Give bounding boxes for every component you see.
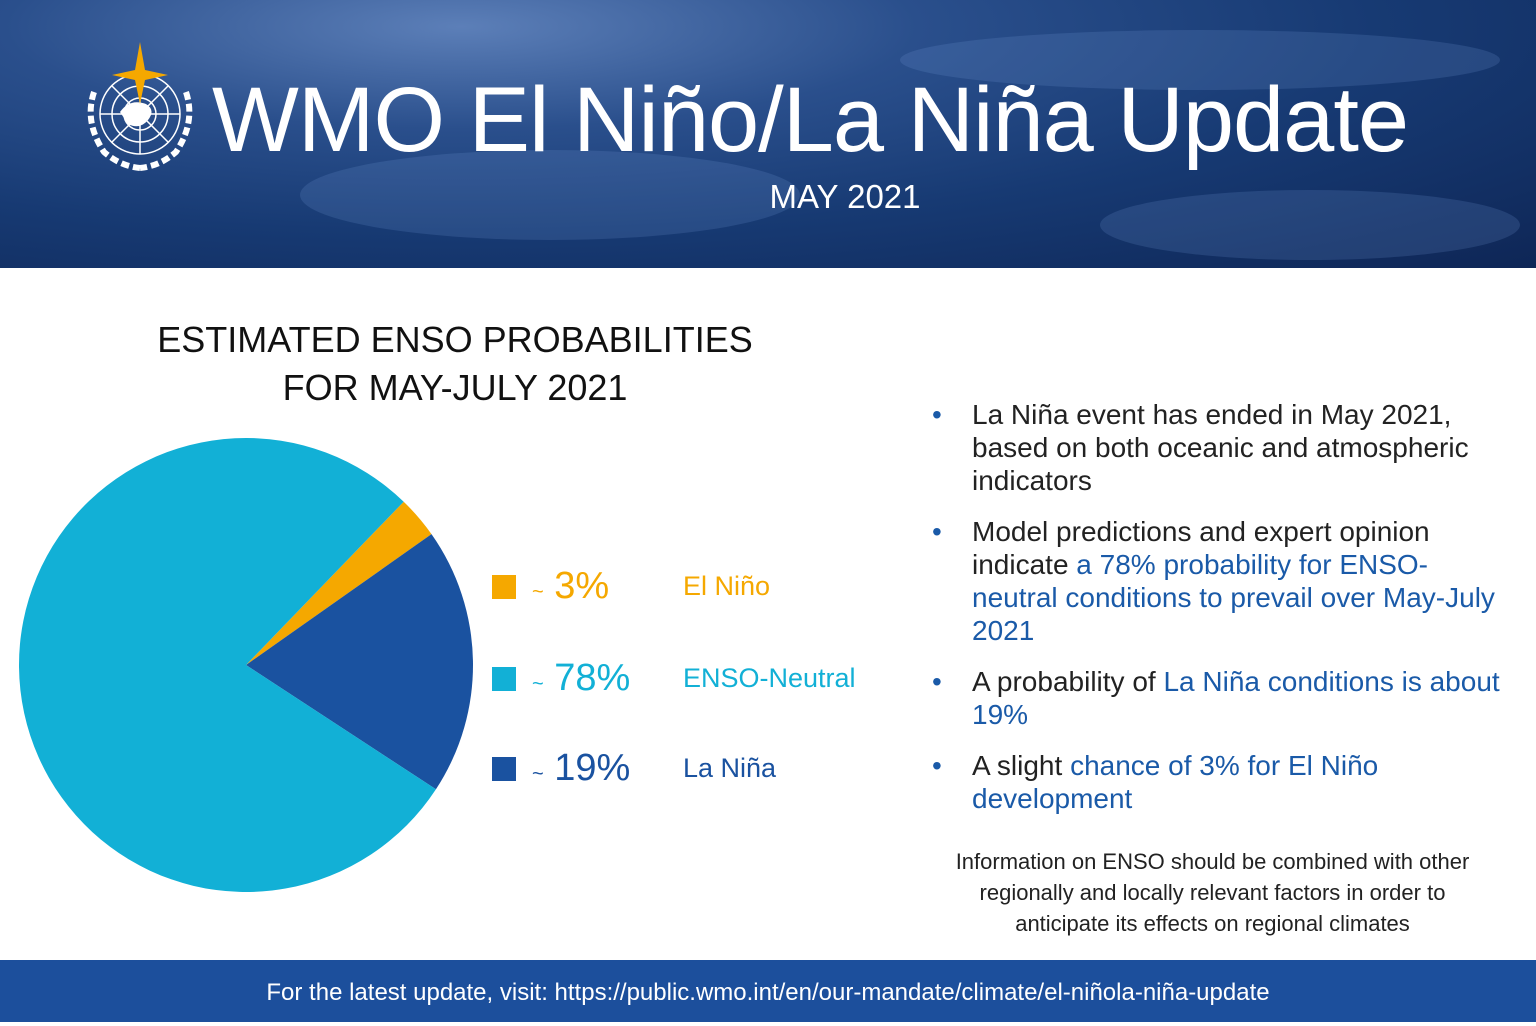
chart-title-line-1: ESTIMATED ENSO PROBABILITIES — [157, 319, 753, 360]
footer-link-bar[interactable]: For the latest update, visit: https://pu… — [0, 960, 1536, 1022]
bullet-item: • Model predictions and expert opinion in… — [932, 516, 1495, 646]
legend-percent: ~ 78% — [532, 657, 631, 699]
bullet-item: • La Niña event has ended in May 2021, ba… — [932, 399, 1469, 496]
legend-swatch — [492, 574, 516, 599]
legend-label: El Niño — [683, 571, 771, 601]
chart-title-line-2: FOR MAY-JULY 2021 — [282, 367, 628, 408]
legend-item: ~ 3% El Niño — [492, 565, 770, 608]
page-subtitle: MAY 2021 — [769, 178, 921, 215]
pie-slice-la-ni-a — [246, 534, 473, 790]
header-banner: WMO El Niño/La Niña Update MAY 2021 — [0, 0, 1536, 268]
legend-label: ENSO-Neutral — [683, 663, 856, 693]
wmo-logo-icon — [87, 42, 193, 171]
pie-slice-enso-neutral — [19, 437, 436, 892]
legend-swatch — [492, 756, 516, 781]
legend-swatch — [492, 666, 516, 691]
legend-percent: ~ 19% — [532, 747, 631, 789]
pie-chart — [19, 437, 473, 892]
info-note: Information on ENSO should be combined w… — [955, 849, 1470, 936]
legend-item: ~ 19% La Niña — [492, 747, 776, 790]
legend-label: La Niña — [683, 753, 777, 783]
legend-percent: ~ 3% — [532, 565, 610, 607]
page-title: WMO El Niño/La Niña Update — [212, 69, 1409, 171]
bullet-list: • La Niña event has ended in May 2021, ba… — [930, 398, 1510, 833]
pie-slice-el-ni-o — [246, 501, 432, 665]
bullet-item: • A probability of La Niña conditions is … — [932, 666, 1500, 730]
legend-item: ~ 78% ENSO-Neutral — [492, 657, 856, 700]
bullet-item: • A slight chance of 3% for El Niño devel… — [932, 750, 1379, 814]
chart-title: ESTIMATED ENSO PROBABILITIES FOR MAY-JUL… — [150, 316, 760, 412]
